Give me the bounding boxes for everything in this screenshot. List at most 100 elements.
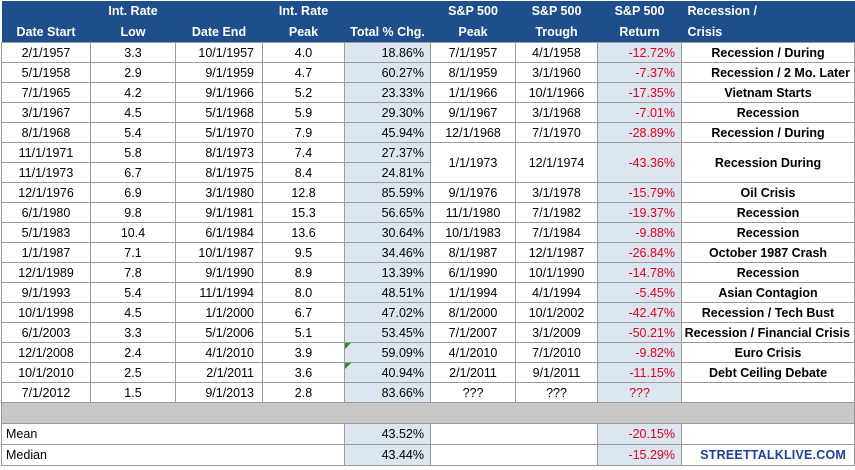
sp-trough-cell: 7/1/1982 xyxy=(515,202,598,223)
date-end-cell: 5/1/1968 xyxy=(175,102,263,123)
int-rate-peak-cell: 3.6 xyxy=(262,362,345,383)
int-rate-peak-cell: 8.9 xyxy=(262,262,345,283)
table-row: 12/1/1989 7.8 9/1/1990 8.9 13.39% 6/1/1990 10/… xyxy=(1,262,855,283)
date-start-cell: 11/1/1971 xyxy=(1,142,91,163)
date-start-cell: 8/1/1968 xyxy=(1,122,91,143)
sp-return-cell: -7.01% xyxy=(597,102,682,123)
int-rate-low-cell: 7.1 xyxy=(90,242,176,263)
crisis-cell: Recession / During xyxy=(681,42,855,63)
crisis-cell: Recession xyxy=(681,202,855,223)
date-start-cell: 12/1/1976 xyxy=(1,182,91,203)
sp-trough-cell: 7/1/2010 xyxy=(515,342,598,363)
int-rate-low-cell: 9.8 xyxy=(90,202,176,223)
crisis-cell: Oil Crisis xyxy=(681,182,855,203)
date-end-cell: 9/1/2013 xyxy=(175,382,263,403)
int-rate-peak-cell: 8.0 xyxy=(262,282,345,303)
total-chg-cell: 27.37% xyxy=(344,142,431,163)
date-start-cell: 6/1/1980 xyxy=(1,202,91,223)
table-row: 8/1/1968 5.4 5/1/1970 7.9 45.94% 12/1/1968 7/1… xyxy=(1,122,855,143)
table-row: 11/1/1973 6.7 8/1/1975 8.4 24.81% xyxy=(1,162,855,183)
total-chg-cell: 40.94% xyxy=(344,362,431,383)
header-sp-trough: Trough xyxy=(515,21,598,43)
sp-peak-cell: ??? xyxy=(430,382,516,403)
total-chg-cell: 60.27% xyxy=(344,62,431,83)
date-start-cell: 5/1/1983 xyxy=(1,222,91,243)
table-row: 6/1/2003 3.3 5/1/2006 5.1 53.45% 7/1/2007 3/1/… xyxy=(1,322,855,343)
sp-peak-cell: 2/1/2011 xyxy=(430,362,516,383)
int-rate-peak-cell: 2.8 xyxy=(262,382,345,403)
header-sp-peak-top: S&P 500 xyxy=(430,1,516,21)
header-total-chg: Total % Chg. xyxy=(344,21,431,43)
int-rate-low-cell: 1.5 xyxy=(90,382,176,403)
int-rate-peak-cell: 13.6 xyxy=(262,222,345,243)
crisis-cell: Vietnam Starts xyxy=(681,82,855,103)
sp-return-cell: -12.72% xyxy=(597,42,682,63)
total-chg-cell: 53.45% xyxy=(344,322,431,343)
header-sp-peak: Peak xyxy=(430,21,516,43)
int-rate-low-cell: 2.5 xyxy=(90,362,176,383)
table-body: 2/1/1957 3.3 10/1/1957 4.0 18.86% 7/1/1957 4/1… xyxy=(1,42,855,466)
mean-crisis-blank xyxy=(681,423,855,445)
sp-peak-cell: 1/1/1994 xyxy=(430,282,516,303)
sp-trough-cell: 10/1/1990 xyxy=(515,262,598,283)
sp-peak-cell: 8/1/2000 xyxy=(430,302,516,323)
int-rate-peak-cell: 12.8 xyxy=(262,182,345,203)
date-end-cell: 8/1/1973 xyxy=(175,142,263,163)
date-start-cell: 11/1/1973 xyxy=(1,162,91,183)
total-chg-cell: 45.94% xyxy=(344,122,431,143)
date-end-cell: 1/1/2000 xyxy=(175,302,263,323)
crisis-cell: Debt Ceiling Debate xyxy=(681,362,855,383)
sp-return-cell: -9.82% xyxy=(597,342,682,363)
crisis-cell: Recession / 2 Mo. Later xyxy=(681,62,855,83)
mean-row: Mean 43.52% -20.15% xyxy=(1,423,855,445)
separator-bar xyxy=(1,402,855,424)
date-end-cell: 10/1/1957 xyxy=(175,42,263,63)
header-date-start-top xyxy=(1,1,91,21)
date-start-cell: 2/1/1957 xyxy=(1,42,91,63)
sp-trough-cell: 4/1/1958 xyxy=(515,42,598,63)
table-row: 12/1/2008 2.4 4/1/2010 3.9 59.09% 4/1/2010 7/1… xyxy=(1,342,855,363)
total-chg-cell: 83.66% xyxy=(344,382,431,403)
sp-peak-cell: 10/1/1983 xyxy=(430,222,516,243)
sp-trough-cell: 3/1/1968 xyxy=(515,102,598,123)
date-start-cell: 9/1/1993 xyxy=(1,282,91,303)
header-row-2: Date Start Low Date End Peak Total % Chg… xyxy=(1,21,855,43)
date-end-cell: 9/1/1959 xyxy=(175,62,263,83)
total-chg-cell: 47.02% xyxy=(344,302,431,323)
int-rate-low-cell: 4.2 xyxy=(90,82,176,103)
table-row: 10/1/1998 4.5 1/1/2000 6.7 47.02% 8/1/2000 10/… xyxy=(1,302,855,323)
table-row: 5/1/1983 10.4 6/1/1984 13.6 30.64% 10/1/1983 7… xyxy=(1,222,855,243)
crisis-cell: Asian Contagion xyxy=(681,282,855,303)
sp-trough-cell: 3/1/1978 xyxy=(515,182,598,203)
sp-trough-cell: 10/1/2002 xyxy=(515,302,598,323)
date-end-cell: 9/1/1966 xyxy=(175,82,263,103)
mean-blank xyxy=(430,423,598,445)
sp-peak-cell: 1/1/1973 xyxy=(430,142,516,183)
median-sp-return: -15.29% xyxy=(597,444,682,466)
sp-return-cell: -11.15% xyxy=(597,362,682,383)
header-total-chg-top xyxy=(344,1,431,21)
int-rate-peak-cell: 5.1 xyxy=(262,322,345,343)
int-rate-low-cell: 2.9 xyxy=(90,62,176,83)
date-start-cell: 10/1/1998 xyxy=(1,302,91,323)
date-start-cell: 12/1/2008 xyxy=(1,342,91,363)
sp-return-cell: -7.37% xyxy=(597,62,682,83)
header-date-end: Date End xyxy=(175,21,263,43)
crisis-cell: Euro Crisis xyxy=(681,342,855,363)
sp-return-cell: -50.21% xyxy=(597,322,682,343)
int-rate-peak-cell: 6.7 xyxy=(262,302,345,323)
total-chg-cell: 23.33% xyxy=(344,82,431,103)
mean-sp-return: -20.15% xyxy=(597,423,682,445)
crisis-cell: Recession / Tech Bust xyxy=(681,302,855,323)
int-rate-peak-cell: 15.3 xyxy=(262,202,345,223)
crisis-cell: Recession xyxy=(681,262,855,283)
date-start-cell: 6/1/2003 xyxy=(1,322,91,343)
header-sp-return-top: S&P 500 xyxy=(597,1,682,21)
date-end-cell: 5/1/1970 xyxy=(175,122,263,143)
sp-peak-cell: 9/1/1967 xyxy=(430,102,516,123)
header-date-start: Date Start xyxy=(1,21,91,43)
table-row: 11/1/1971 5.8 8/1/1973 7.4 27.37% 1/1/1973 12/… xyxy=(1,142,855,183)
sp-peak-cell: 11/1/1980 xyxy=(430,202,516,223)
total-chg-cell: 30.64% xyxy=(344,222,431,243)
mean-total-chg: 43.52% xyxy=(344,423,431,445)
